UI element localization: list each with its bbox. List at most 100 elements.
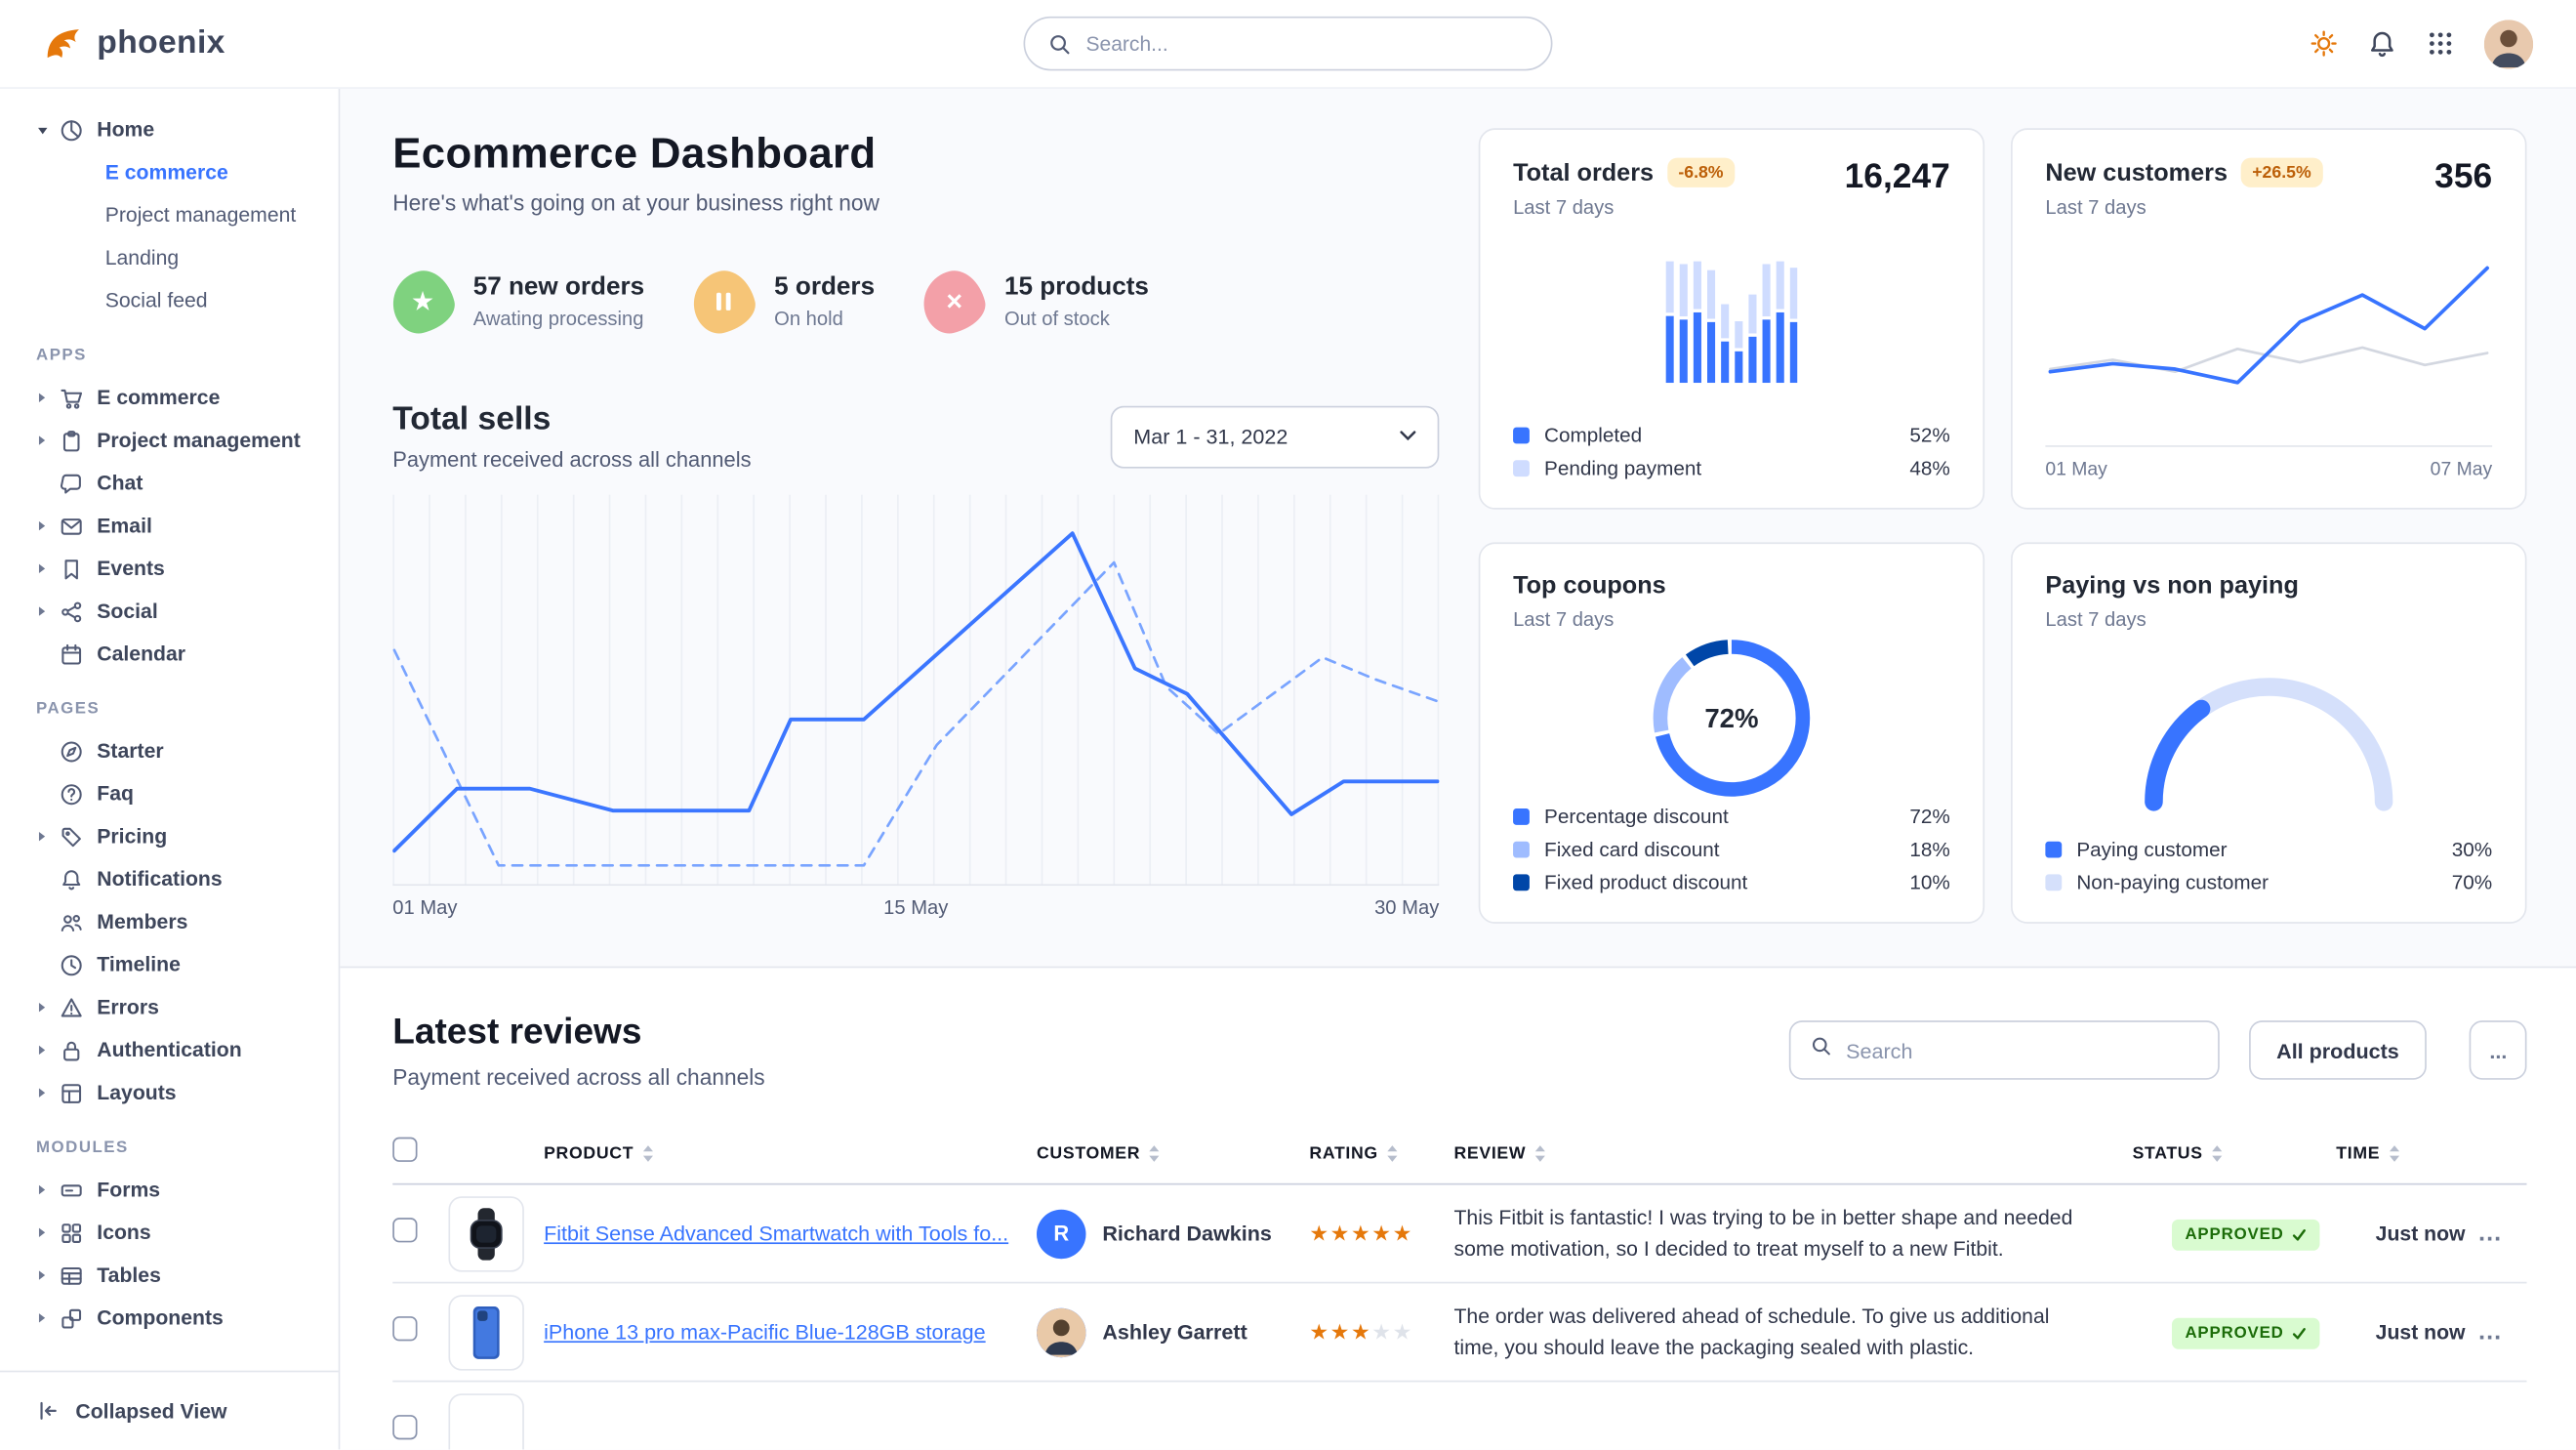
legend-swatch — [2045, 841, 2063, 858]
sidebar-item-project-management[interactable]: Project management — [104, 203, 297, 228]
sidebar-item-events[interactable]: Events — [0, 547, 339, 590]
sidebar-item-e-commerce[interactable]: E commerce — [104, 160, 228, 185]
sidebar-item-landing[interactable]: Landing — [104, 246, 180, 270]
stat-caption: Awating processing — [472, 307, 644, 331]
all-products-button[interactable]: All products — [2248, 1020, 2428, 1080]
column-header-status[interactable]: STATUS — [2133, 1143, 2337, 1163]
legend-swatch — [2045, 874, 2063, 891]
latest-reviews-section: Latest reviews Payment received across a… — [340, 966, 2576, 1450]
sidebar-item-pricing[interactable]: Pricing — [0, 815, 339, 858]
caret-right-icon — [36, 830, 49, 843]
legend-item-non-paying-customer: Non-paying customer 70% — [2045, 871, 2492, 894]
date-range-select[interactable]: Mar 1 - 31, 2022 — [1110, 404, 1440, 468]
main-content: Ecommerce Dashboard Here's what's going … — [340, 88, 2576, 1450]
brand-logo[interactable]: phoenix — [43, 24, 342, 62]
caret-right-icon — [36, 1183, 49, 1196]
select-all-checkbox[interactable] — [392, 1136, 418, 1162]
legend-item-fixed-card-discount: Fixed card discount 18% — [1513, 838, 1950, 861]
reviews-more-button[interactable]: ... — [2470, 1020, 2527, 1080]
sidebar-item-errors[interactable]: Errors — [0, 986, 339, 1029]
card-title: Top coupons — [1513, 571, 1666, 601]
product-thumbnail — [448, 1392, 524, 1450]
user-avatar[interactable] — [2483, 19, 2534, 68]
top-coupons-card: Top coupons Last 7 days 72% Percentage d… — [1478, 542, 1985, 924]
sidebar-item-chat[interactable]: Chat — [0, 462, 339, 505]
sidebar-item-members[interactable]: Members — [0, 900, 339, 943]
product-link[interactable]: iPhone 13 pro max-Pacific Blue-128GB sto… — [544, 1319, 986, 1345]
product-link[interactable]: Fitbit Sense Advanced Smartwatch with To… — [544, 1221, 1009, 1246]
stat-value: 57 new orders — [472, 272, 645, 301]
stat-value: 5 orders — [774, 272, 876, 301]
sidebar-item-components[interactable]: Components — [0, 1297, 339, 1340]
column-header-customer[interactable]: CUSTOMER — [1037, 1143, 1309, 1163]
legend-swatch — [1513, 427, 1530, 444]
reviews-search[interactable] — [1788, 1020, 2220, 1080]
sidebar-item-faq[interactable]: Faq — [0, 772, 339, 815]
status-badge: APPROVED — [2171, 1316, 2320, 1348]
total-sells-x-axis: 01 May 15 May 30 May — [392, 895, 1439, 919]
brand-name: phoenix — [97, 24, 225, 62]
row-checkbox[interactable] — [392, 1414, 418, 1439]
reviews-search-input[interactable] — [1846, 1037, 2198, 1063]
sidebar-item-calendar[interactable]: Calendar — [0, 633, 339, 676]
column-header-rating[interactable]: RATING — [1309, 1143, 1453, 1163]
sidebar-item-forms[interactable]: Forms — [0, 1169, 339, 1212]
sort-icon — [642, 1144, 653, 1162]
row-checkbox[interactable] — [392, 1315, 418, 1341]
sidebar-item-project-management[interactable]: Project management — [0, 419, 339, 462]
star-icon: ★ — [386, 265, 461, 339]
sidebar-item-layouts[interactable]: Layouts — [0, 1071, 339, 1114]
customer-name: Ashley Garrett — [1102, 1319, 1247, 1345]
pie-icon — [60, 117, 84, 142]
sidebar-item-e-commerce[interactable]: E commerce — [0, 376, 339, 419]
card-title: Total orders — [1513, 158, 1655, 187]
x-label: 07 May — [2430, 460, 2493, 480]
x-label: 01 May — [392, 895, 458, 919]
sidebar-item-timeline[interactable]: Timeline — [0, 943, 339, 986]
row-checkbox[interactable] — [392, 1217, 418, 1242]
sidebar-item-icons[interactable]: Icons — [0, 1211, 339, 1254]
global-search[interactable] — [1023, 16, 1553, 71]
x-label: 30 May — [1374, 895, 1440, 919]
legend-swatch — [1513, 841, 1530, 858]
legend-item-fixed-product-discount: Fixed product discount 10% — [1513, 871, 1950, 894]
order-stats-row: ★ 57 new orders Awating processing 5 ord… — [386, 265, 1439, 339]
stat-out-of-stock: × 15 products Out of stock — [917, 265, 1149, 339]
navbar-actions — [2310, 19, 2534, 68]
bookmark-icon — [60, 557, 84, 581]
phoenix-logo-icon — [47, 29, 79, 59]
notifications-bell-icon[interactable] — [2367, 28, 2396, 58]
card-period: Last 7 days — [2045, 195, 2147, 219]
status-badge: APPROVED — [2171, 1218, 2320, 1250]
calendar-icon — [60, 642, 84, 666]
column-header-time[interactable]: TIME — [2336, 1143, 2477, 1163]
sidebar-item-social-feed[interactable]: Social feed — [104, 289, 208, 312]
stat-on-hold: 5 orders On hold — [687, 265, 876, 339]
search-input[interactable] — [1085, 31, 1529, 56]
forms-icon — [60, 1178, 84, 1202]
apps-grid-icon[interactable] — [2427, 29, 2455, 58]
sidebar-item-starter[interactable]: Starter — [0, 729, 339, 772]
collapsed-view-button[interactable]: Collapsed View — [0, 1370, 339, 1450]
sidebar-item-home[interactable]: Home — [0, 108, 339, 151]
row-actions-button[interactable]: … — [2477, 1218, 2503, 1247]
customer-avatar: R — [1036, 1208, 1086, 1259]
sidebar-item-social[interactable]: Social — [0, 590, 339, 633]
x-icon: × — [917, 265, 992, 339]
sidebar-item-authentication[interactable]: Authentication — [0, 1029, 339, 1072]
row-actions-button[interactable]: … — [2477, 1316, 2503, 1346]
sidebar-item-notifications[interactable]: Notifications — [0, 858, 339, 901]
search-icon — [1810, 1035, 1831, 1064]
sidebar-item-tables[interactable]: Tables — [0, 1254, 339, 1297]
theme-sun-icon[interactable] — [2310, 29, 2338, 58]
column-header-product[interactable]: PRODUCT — [544, 1143, 1037, 1163]
sidebar-section-apps: APPS — [36, 347, 87, 365]
card-period: Last 7 days — [2045, 607, 2147, 632]
compass-icon — [60, 739, 84, 764]
sidebar-item-email[interactable]: Email — [0, 505, 339, 548]
column-header-review[interactable]: REVIEW — [1453, 1143, 2132, 1163]
sort-icon — [1387, 1144, 1398, 1162]
total-orders-value: 16,247 — [1844, 157, 1950, 196]
legend-item-paying-customer: Paying customer 30% — [2045, 838, 2492, 861]
